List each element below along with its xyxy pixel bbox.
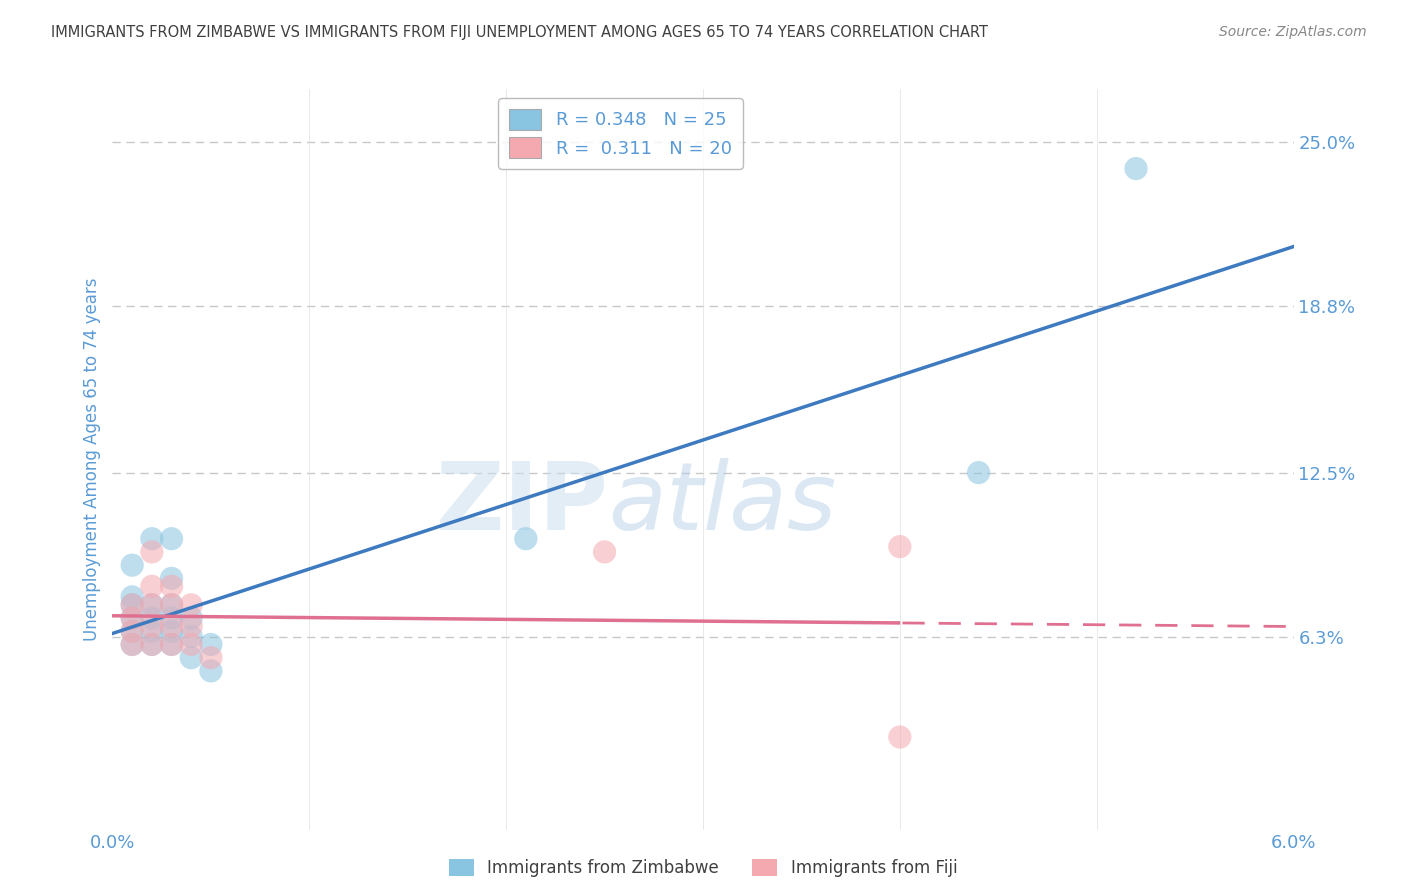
Point	[121, 598, 143, 612]
Point	[180, 598, 202, 612]
Point	[141, 579, 163, 593]
Point	[1125, 161, 1147, 176]
Point	[141, 637, 163, 651]
Point	[180, 637, 202, 651]
Point	[160, 637, 183, 651]
Point	[180, 611, 202, 625]
Text: atlas: atlas	[609, 458, 837, 549]
Point	[141, 545, 163, 559]
Legend: R = 0.348   N = 25, R =  0.311   N = 20: R = 0.348 N = 25, R = 0.311 N = 20	[498, 98, 742, 169]
Point	[200, 664, 222, 678]
Point	[121, 598, 143, 612]
Point	[889, 730, 911, 744]
Point	[141, 624, 163, 639]
Point	[121, 590, 143, 604]
Point	[593, 545, 616, 559]
Point	[141, 611, 163, 625]
Point	[180, 619, 202, 633]
Y-axis label: Unemployment Among Ages 65 to 74 years: Unemployment Among Ages 65 to 74 years	[83, 277, 101, 641]
Point	[160, 598, 183, 612]
Point	[141, 598, 163, 612]
Point	[121, 624, 143, 639]
Point	[515, 532, 537, 546]
Text: IMMIGRANTS FROM ZIMBABWE VS IMMIGRANTS FROM FIJI UNEMPLOYMENT AMONG AGES 65 TO 7: IMMIGRANTS FROM ZIMBABWE VS IMMIGRANTS F…	[51, 25, 987, 40]
Point	[160, 579, 183, 593]
Point	[160, 619, 183, 633]
Point	[160, 637, 183, 651]
Point	[889, 540, 911, 554]
Point	[180, 650, 202, 665]
Point	[160, 624, 183, 639]
Legend: Immigrants from Zimbabwe, Immigrants from Fiji: Immigrants from Zimbabwe, Immigrants fro…	[441, 852, 965, 884]
Point	[141, 619, 163, 633]
Point	[121, 611, 143, 625]
Point	[121, 558, 143, 573]
Text: ZIP: ZIP	[436, 458, 609, 549]
Point	[121, 624, 143, 639]
Point	[200, 637, 222, 651]
Point	[121, 637, 143, 651]
Point	[160, 571, 183, 585]
Point	[141, 598, 163, 612]
Point	[180, 630, 202, 644]
Point	[121, 611, 143, 625]
Point	[141, 637, 163, 651]
Point	[141, 532, 163, 546]
Point	[967, 466, 990, 480]
Point	[160, 611, 183, 625]
Point	[160, 598, 183, 612]
Point	[160, 532, 183, 546]
Point	[200, 650, 222, 665]
Text: Source: ZipAtlas.com: Source: ZipAtlas.com	[1219, 25, 1367, 39]
Point	[121, 637, 143, 651]
